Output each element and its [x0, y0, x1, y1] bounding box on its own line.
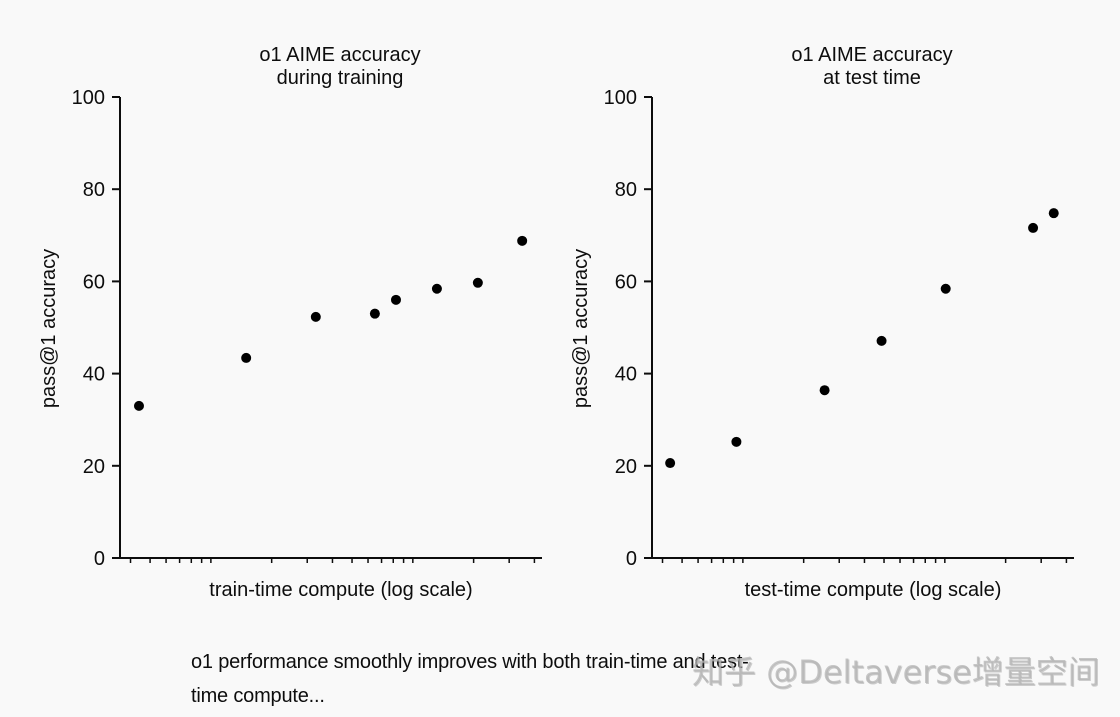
- y-tick-label: 0: [94, 548, 105, 570]
- data-point: [665, 458, 676, 469]
- chart-train-time: o1 AIME accuracy during training 0 20 40 60 80…: [0, 0, 560, 620]
- y-tick-label: 80: [83, 179, 105, 201]
- chart-title: at test time: [823, 67, 921, 89]
- caption-line-2: time compute...: [191, 685, 325, 707]
- data-point: [731, 436, 742, 447]
- x-axis-label: test-time compute (log scale): [745, 579, 1002, 601]
- y-axis-label: pass@1 accuracy: [38, 249, 60, 408]
- y-tick-label: 100: [604, 87, 637, 109]
- y-tick-label: 80: [615, 179, 637, 201]
- y-axis-label: pass@1 accuracy: [570, 249, 592, 408]
- figure-caption: o1 performance smoothly improves with bo…: [191, 645, 861, 713]
- chart-title: o1 AIME accuracy: [259, 44, 420, 66]
- y-tick-label: 40: [83, 364, 105, 386]
- y-tick-label: 40: [615, 364, 637, 386]
- chart-test-time: o1 AIME accuracy at test time 0 20 40 60 80 100…: [532, 0, 1092, 620]
- data-point: [133, 400, 144, 411]
- data-point: [876, 335, 887, 346]
- data-point: [819, 385, 830, 396]
- y-tick-label: 60: [83, 271, 105, 293]
- y-tick-label: 20: [615, 456, 637, 478]
- y-tick-label: 20: [83, 456, 105, 478]
- watermark: 知乎 @Deltaverse增量空间: [692, 653, 1100, 691]
- data-point: [369, 308, 380, 319]
- y-tick-label: 60: [615, 271, 637, 293]
- data-point: [940, 283, 951, 294]
- x-axis-label: train-time compute (log scale): [209, 579, 472, 601]
- data-point: [431, 283, 442, 294]
- data-point: [472, 277, 483, 288]
- y-tick-label: 100: [72, 87, 105, 109]
- data-point: [1028, 222, 1039, 233]
- chart-title: during training: [277, 67, 404, 89]
- chart-title: o1 AIME accuracy: [791, 44, 952, 66]
- data-point: [241, 352, 252, 363]
- y-tick-label: 0: [626, 548, 637, 570]
- data-point: [310, 311, 321, 322]
- caption-line-1: o1 performance smoothly improves with bo…: [191, 651, 749, 673]
- data-point: [390, 294, 401, 305]
- data-point: [1048, 208, 1059, 219]
- data-point: [517, 235, 528, 246]
